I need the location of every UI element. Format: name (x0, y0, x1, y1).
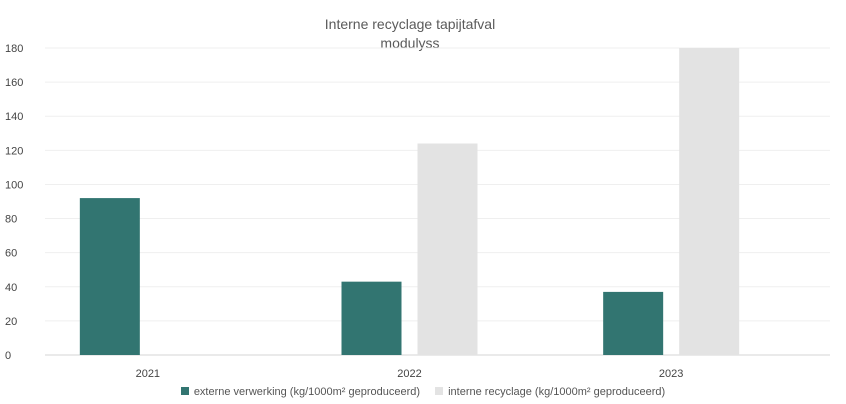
legend-label-interne: interne recyclage (kg/1000m² geproduceer… (448, 386, 666, 398)
bar-interne-2023 (679, 48, 740, 355)
y-tick-label: 20 (5, 316, 17, 328)
legend-item-externe: externe verwerking (kg/1000m² geproducee… (180, 386, 421, 398)
bar-chart: 0 20 40 60 80 100 120 140 160 180 2021 2022 2023 (5, 43, 830, 380)
legend: externe verwerking (kg/1000m² geproducee… (0, 386, 846, 398)
bar-externe-2021 (79, 198, 140, 355)
legend-label-externe: externe verwerking (kg/1000m² geproducee… (193, 386, 421, 398)
y-tick-label: 160 (5, 77, 23, 89)
x-tick-label: 2021 (136, 368, 160, 380)
chart-title-line-1: Interne recyclage tapijtafval (324, 16, 496, 32)
x-tick-label: 2022 (397, 368, 421, 380)
y-tick-label: 80 (5, 214, 17, 226)
bar-externe-2023 (603, 291, 664, 355)
y-tick-label: 60 (5, 248, 17, 260)
bar-externe-2022 (341, 281, 402, 355)
legend-swatch-interne (435, 387, 444, 395)
legend-swatch-externe (180, 387, 189, 395)
y-tick-label: 180 (5, 43, 23, 55)
chart-title: Interne recyclage tapijtafval modulyss (250, 15, 570, 53)
bar-interne-2022 (417, 143, 478, 355)
y-tick-label: 0 (5, 350, 11, 362)
y-tick-label: 40 (5, 282, 17, 294)
x-tick-label: 2023 (659, 368, 683, 380)
y-tick-label: 100 (5, 179, 23, 191)
y-tick-label: 140 (5, 111, 23, 123)
chart-title-line-2: modulyss (380, 35, 440, 51)
y-tick-label: 120 (5, 145, 23, 157)
legend-item-interne: interne recyclage (kg/1000m² geproduceer… (435, 386, 665, 398)
